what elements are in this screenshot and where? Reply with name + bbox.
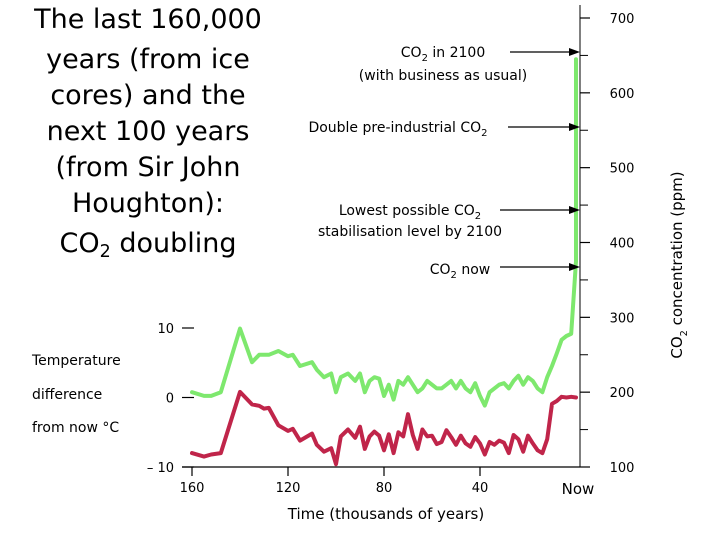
temperature-series-line: [190, 389, 578, 467]
right-tick-label: 500: [610, 162, 635, 177]
annotation-arrow-head: [569, 263, 580, 271]
left-axis-label-line: difference: [32, 387, 102, 403]
title-line: CO2 doubling: [59, 228, 236, 262]
annotation-label: CO2 in 2100: [401, 45, 485, 64]
annotation-layer: CO2 in 2100 (with business as usual) Doubl…: [308, 45, 580, 281]
x-tick-label: 120: [276, 481, 301, 496]
right-tick-label: 400: [610, 237, 635, 252]
series-layer: [190, 57, 578, 467]
annotation-label: CO2 now: [430, 262, 491, 281]
title-line: years (from ice: [46, 44, 250, 75]
title: The last 160,000 years (from ice cores) …: [33, 4, 262, 262]
title-line: Houghton):: [72, 188, 224, 219]
left-axis-ticks: 10 0 – 10: [147, 322, 194, 476]
left-tick-label: 10: [157, 322, 174, 337]
x-tick-label-now: Now: [562, 480, 595, 498]
x-tick-label: 40: [472, 481, 489, 496]
x-axis-ticks: 160 120 80 40 Now: [180, 467, 595, 498]
annotation-label: (with business as usual): [359, 68, 527, 84]
annotation-arrow-head: [569, 123, 580, 131]
title-line: next 100 years: [47, 116, 250, 147]
right-axis-title: CO2 concentration (ppm): [668, 171, 690, 358]
right-tick-label: 700: [610, 12, 635, 27]
right-axis-ticks: 700 600 500 400 300 200 100: [580, 12, 634, 476]
left-tick-label: – 10: [147, 461, 174, 476]
x-tick-label: 160: [180, 481, 205, 496]
annotation-arrow-head: [569, 48, 580, 56]
title-line: (from Sir John: [56, 152, 241, 183]
left-axis-label-line: Temperature: [31, 353, 121, 369]
right-tick-label: 100: [610, 461, 635, 476]
annotation-label: Double pre-industrial CO2: [308, 120, 487, 139]
co2-series-line: [190, 259, 578, 408]
annotation-arrow-head: [569, 206, 580, 214]
title-line: cores) and the: [50, 80, 245, 111]
x-axis-title: Time (thousands of years): [287, 505, 484, 523]
annotation-label: Lowest possible CO2: [339, 203, 481, 222]
right-tick-label: 200: [610, 386, 635, 401]
title-line: The last 160,000: [33, 4, 262, 35]
right-tick-label: 300: [610, 311, 635, 326]
right-tick-label: 600: [610, 87, 635, 102]
x-tick-label: 80: [376, 481, 393, 496]
left-axis-label-line: from now °C: [32, 420, 119, 436]
annotation-label: stabilisation level by 2100: [318, 224, 502, 240]
left-tick-label: 0: [166, 392, 174, 407]
